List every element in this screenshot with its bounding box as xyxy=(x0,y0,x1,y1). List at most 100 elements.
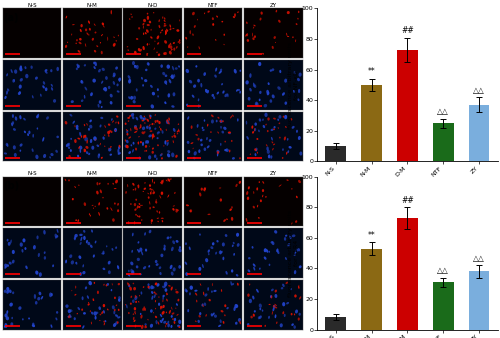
Ellipse shape xyxy=(160,64,163,68)
Ellipse shape xyxy=(197,19,198,20)
Ellipse shape xyxy=(174,318,176,321)
Ellipse shape xyxy=(102,23,104,25)
Ellipse shape xyxy=(223,127,226,130)
Ellipse shape xyxy=(148,155,151,160)
Ellipse shape xyxy=(132,189,134,190)
Ellipse shape xyxy=(160,153,162,156)
Ellipse shape xyxy=(198,46,200,49)
Ellipse shape xyxy=(126,140,128,143)
Ellipse shape xyxy=(164,247,166,251)
Ellipse shape xyxy=(133,287,136,290)
Ellipse shape xyxy=(274,36,276,39)
Ellipse shape xyxy=(260,308,261,310)
Ellipse shape xyxy=(92,298,94,301)
Ellipse shape xyxy=(152,134,154,137)
Ellipse shape xyxy=(128,284,130,287)
Ellipse shape xyxy=(230,281,232,286)
Ellipse shape xyxy=(129,287,132,291)
Ellipse shape xyxy=(107,37,108,41)
Ellipse shape xyxy=(165,102,166,104)
Ellipse shape xyxy=(164,52,165,55)
Ellipse shape xyxy=(264,113,268,117)
Ellipse shape xyxy=(7,88,10,92)
Ellipse shape xyxy=(166,298,168,301)
Ellipse shape xyxy=(164,288,168,292)
Ellipse shape xyxy=(103,310,105,314)
Ellipse shape xyxy=(128,312,130,314)
Ellipse shape xyxy=(118,152,121,155)
Ellipse shape xyxy=(102,252,104,255)
Ellipse shape xyxy=(274,304,277,306)
Ellipse shape xyxy=(115,246,117,249)
Ellipse shape xyxy=(246,34,247,37)
Ellipse shape xyxy=(164,284,166,288)
Ellipse shape xyxy=(172,136,173,138)
Ellipse shape xyxy=(144,182,146,184)
Ellipse shape xyxy=(118,146,120,149)
Ellipse shape xyxy=(253,26,254,29)
Ellipse shape xyxy=(155,300,156,303)
Ellipse shape xyxy=(278,115,281,119)
Ellipse shape xyxy=(64,178,66,181)
Title: N-D: N-D xyxy=(148,3,158,8)
Ellipse shape xyxy=(6,144,8,147)
Ellipse shape xyxy=(76,39,78,41)
Ellipse shape xyxy=(158,53,160,56)
Ellipse shape xyxy=(141,251,143,256)
Ellipse shape xyxy=(211,119,214,123)
Ellipse shape xyxy=(113,73,116,76)
Ellipse shape xyxy=(284,115,287,119)
Ellipse shape xyxy=(254,122,257,126)
Ellipse shape xyxy=(67,42,68,43)
Ellipse shape xyxy=(94,66,96,69)
Ellipse shape xyxy=(138,250,140,253)
Ellipse shape xyxy=(134,131,137,133)
Ellipse shape xyxy=(117,265,119,269)
Ellipse shape xyxy=(50,84,53,87)
Ellipse shape xyxy=(152,179,153,183)
Ellipse shape xyxy=(257,151,258,154)
Ellipse shape xyxy=(144,232,146,236)
Ellipse shape xyxy=(88,303,90,306)
Ellipse shape xyxy=(164,245,166,248)
Ellipse shape xyxy=(234,13,235,17)
Ellipse shape xyxy=(236,304,238,308)
Ellipse shape xyxy=(149,184,151,187)
Ellipse shape xyxy=(171,307,172,310)
Ellipse shape xyxy=(66,143,69,147)
Ellipse shape xyxy=(147,62,150,65)
Ellipse shape xyxy=(237,11,239,13)
Ellipse shape xyxy=(135,126,136,127)
Ellipse shape xyxy=(288,243,290,247)
Ellipse shape xyxy=(104,125,106,128)
Ellipse shape xyxy=(170,43,172,45)
Ellipse shape xyxy=(296,248,298,251)
Ellipse shape xyxy=(65,45,67,48)
Ellipse shape xyxy=(56,317,58,320)
Ellipse shape xyxy=(268,304,270,305)
Ellipse shape xyxy=(88,302,89,303)
Ellipse shape xyxy=(140,313,141,315)
Ellipse shape xyxy=(37,297,40,300)
Ellipse shape xyxy=(36,115,38,118)
Ellipse shape xyxy=(168,79,172,83)
Ellipse shape xyxy=(140,247,142,252)
Ellipse shape xyxy=(127,282,129,286)
Ellipse shape xyxy=(262,309,264,312)
Ellipse shape xyxy=(130,113,134,117)
Ellipse shape xyxy=(208,214,210,215)
Ellipse shape xyxy=(138,203,140,205)
Ellipse shape xyxy=(6,143,8,146)
Ellipse shape xyxy=(207,124,208,126)
Ellipse shape xyxy=(77,65,80,68)
Ellipse shape xyxy=(198,320,200,323)
Ellipse shape xyxy=(168,285,170,287)
Ellipse shape xyxy=(14,79,15,82)
Ellipse shape xyxy=(170,24,171,28)
Ellipse shape xyxy=(143,286,144,288)
Ellipse shape xyxy=(145,248,147,251)
Ellipse shape xyxy=(166,83,167,85)
Ellipse shape xyxy=(208,287,209,291)
Ellipse shape xyxy=(74,237,76,240)
Ellipse shape xyxy=(268,316,270,319)
